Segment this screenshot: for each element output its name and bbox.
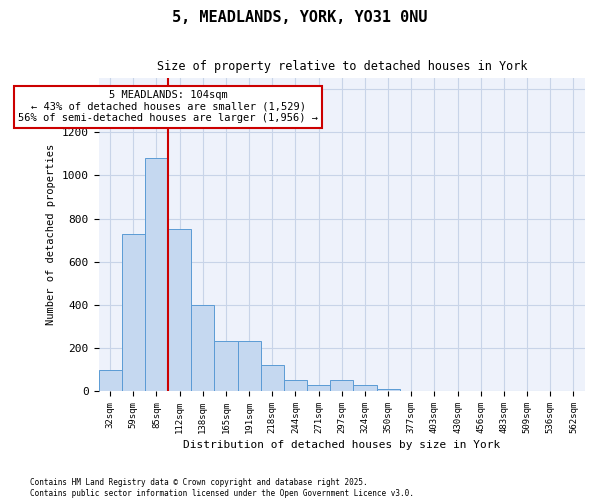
Bar [214, 342, 238, 391]
Text: Contains HM Land Registry data © Crown copyright and database right 2025.
Contai: Contains HM Land Registry data © Crown c… [30, 478, 414, 498]
Bar [98, 370, 122, 391]
Title: Size of property relative to detached houses in York: Size of property relative to detached ho… [157, 60, 527, 73]
Bar [330, 380, 353, 391]
Bar [122, 234, 145, 391]
Bar [261, 365, 284, 391]
Bar [191, 305, 214, 391]
Bar [353, 384, 377, 391]
Bar [307, 384, 330, 391]
Text: 5, MEADLANDS, YORK, YO31 0NU: 5, MEADLANDS, YORK, YO31 0NU [172, 10, 428, 25]
Bar [168, 230, 191, 391]
Bar [377, 389, 400, 391]
Bar [238, 342, 261, 391]
Bar [145, 158, 168, 391]
Y-axis label: Number of detached properties: Number of detached properties [46, 144, 56, 326]
Bar [284, 380, 307, 391]
Text: 5 MEADLANDS: 104sqm
← 43% of detached houses are smaller (1,529)
56% of semi-det: 5 MEADLANDS: 104sqm ← 43% of detached ho… [18, 90, 318, 124]
X-axis label: Distribution of detached houses by size in York: Distribution of detached houses by size … [183, 440, 500, 450]
